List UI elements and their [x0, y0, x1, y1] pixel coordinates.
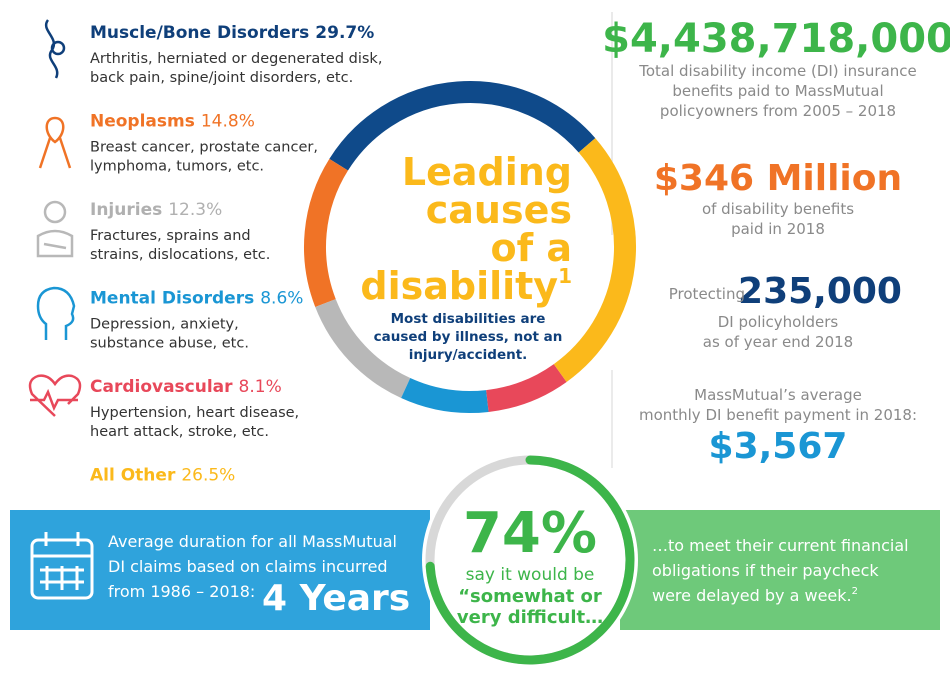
stat-text: paid in 2018	[731, 220, 825, 238]
donut-subtitle: caused by illness, not an	[374, 329, 563, 345]
donut-title: causes	[426, 188, 572, 232]
value-label: 26.5%	[181, 466, 235, 486]
gauge-text: say it would be	[466, 565, 595, 585]
value-label: 8.6%	[260, 289, 303, 309]
superscript: 1	[558, 264, 572, 288]
paycheck-text: were delayed by a week.2	[652, 586, 858, 605]
stat-figure: $4,438,718,000	[602, 16, 950, 62]
legend-description: lymphoma, tumors, etc.	[90, 159, 264, 175]
legend-title: All Other 26.5%	[90, 466, 235, 486]
legend-description: substance abuse, etc.	[90, 336, 249, 352]
gauge-value: 74%	[463, 501, 597, 566]
calendar-icon	[30, 532, 94, 600]
duration-text: Average duration for all MassMutual	[108, 532, 397, 551]
donut-subtitle: Most disabilities are	[391, 311, 546, 327]
legend-description: Breast cancer, prostate cancer,	[90, 140, 318, 156]
duration-text: DI claims based on claims incurred	[108, 557, 388, 576]
donut-title: Leading	[402, 150, 572, 194]
legend-title: Neoplasms 14.8%	[90, 112, 255, 132]
donut-segment	[304, 158, 349, 308]
legend-description: back pain, spine/joint disorders, etc.	[90, 70, 353, 86]
legend-description: heart attack, stroke, etc.	[90, 424, 269, 440]
stat-text: as of year end 2018	[703, 333, 853, 351]
category: All Other	[90, 466, 176, 486]
donut-segment	[329, 81, 596, 171]
category: Injuries	[90, 200, 162, 220]
stat-text: Total disability income (DI) insurance	[638, 62, 917, 80]
category: Mental Disorders	[90, 289, 254, 309]
donut-segment	[315, 298, 411, 399]
category: Cardiovascular	[90, 377, 233, 397]
legend-description: Hypertension, heart disease,	[90, 405, 299, 421]
value-label: 29.7%	[315, 23, 374, 43]
donut-segment	[485, 363, 567, 412]
paycheck-band	[620, 510, 940, 630]
gauge-arc	[425, 455, 635, 665]
stat-text: MassMutual’s average	[694, 386, 862, 404]
legend-description: Fractures, sprains and	[90, 228, 251, 244]
duration-figure: 4 Years	[262, 578, 410, 619]
duration-text: from 1986 – 2018:	[108, 582, 255, 601]
legend-description: Depression, anxiety,	[90, 317, 239, 333]
legend-title: Muscle/Bone Disorders 29.7%	[90, 23, 374, 43]
superscript: 2	[852, 586, 858, 597]
category: Muscle/Bone Disorders	[90, 23, 309, 43]
stat-figure: $3,567	[709, 426, 848, 467]
legend-icons	[28, 19, 82, 417]
gauge-emphasis: “somewhat or	[458, 586, 602, 607]
donut-segment	[553, 138, 636, 382]
category: Neoplasms	[90, 112, 195, 132]
stat-figure: $346 Million	[654, 158, 902, 199]
value-label: 12.3%	[168, 200, 222, 220]
stat-text: of disability benefits	[702, 200, 854, 218]
stat-figure: 235,000	[738, 271, 902, 312]
stat-text: DI policyholders	[718, 313, 839, 331]
donut-title: of a	[490, 226, 572, 270]
donut-segment	[401, 377, 489, 413]
stat-text: monthly DI benefit payment in 2018:	[639, 406, 917, 424]
legend-description: Arthritis, herniated or degenerated disk…	[90, 51, 382, 67]
stat-text: benefits paid to MassMutual	[672, 82, 883, 100]
value-label: 8.1%	[239, 377, 282, 397]
gauge-emphasis: very difficult…	[457, 607, 603, 628]
paycheck-text: …to meet their current financial	[652, 536, 909, 555]
value-label: 14.8%	[201, 112, 255, 132]
legend-title: Injuries 12.3%	[90, 200, 222, 220]
stat-prefix: Protecting	[669, 285, 745, 303]
gauge-face	[422, 452, 638, 668]
donut-title: disability1	[360, 264, 572, 308]
stat-text: policyowners from 2005 – 2018	[660, 102, 896, 120]
paycheck-text: obligations if their paycheck	[652, 561, 879, 580]
legend-title: Cardiovascular 8.1%	[90, 377, 282, 397]
donut-subtitle: injury/accident.	[409, 347, 528, 363]
legend-title: Mental Disorders 8.6%	[90, 289, 303, 309]
legend-description: strains, dislocations, etc.	[90, 247, 270, 263]
